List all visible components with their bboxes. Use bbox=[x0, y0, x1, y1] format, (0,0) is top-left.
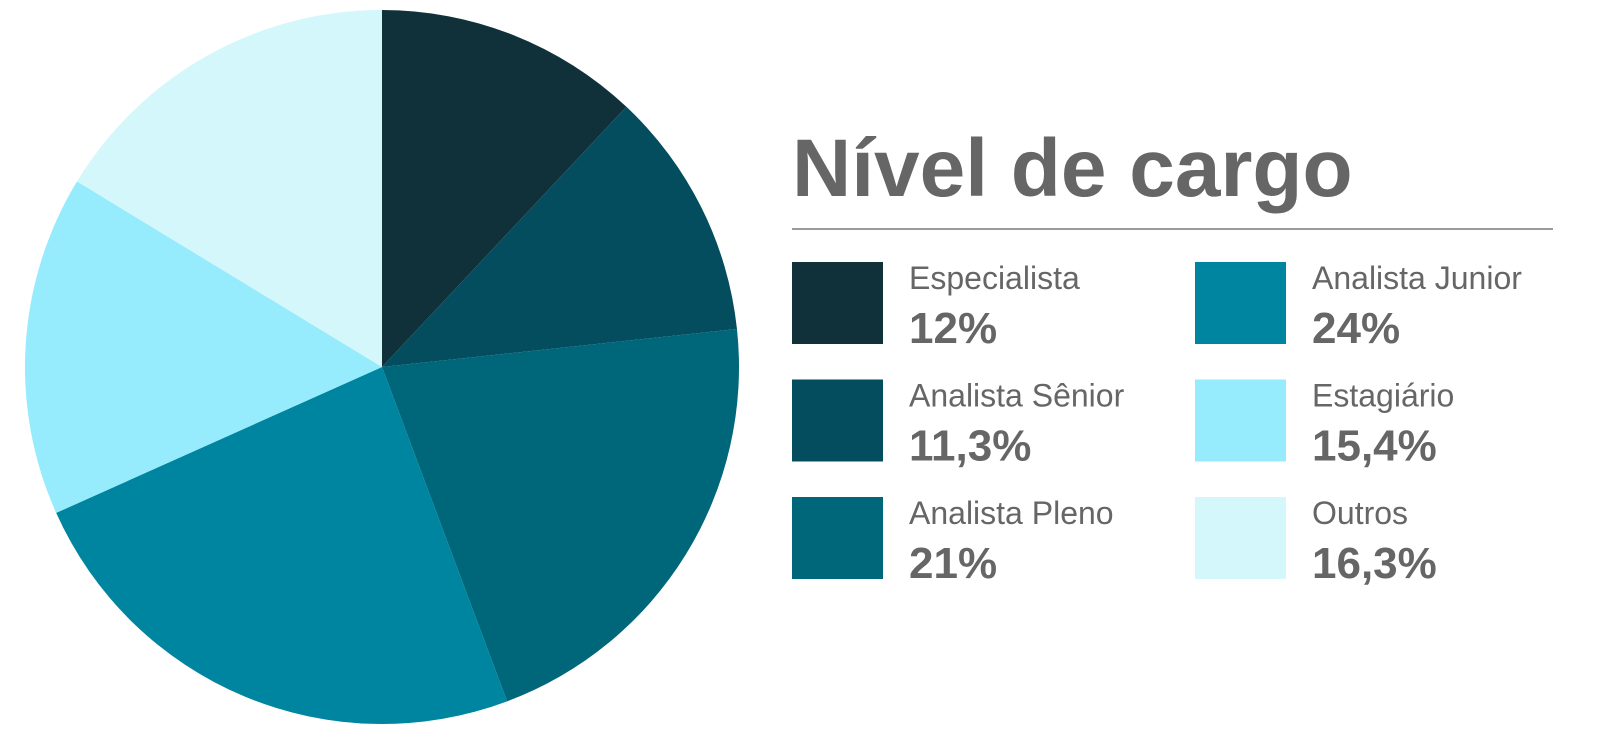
legend-value: 24% bbox=[1312, 304, 1400, 353]
pie-slice bbox=[382, 328, 739, 702]
legend-value: 11,3% bbox=[909, 422, 1031, 471]
legend-swatch bbox=[1195, 497, 1286, 579]
legend-label: Estagiário bbox=[1312, 378, 1454, 414]
pie-slice bbox=[77, 10, 383, 367]
legend-value: 16,3% bbox=[1312, 539, 1437, 588]
pie-slice bbox=[56, 367, 508, 725]
legend-label: Especialista bbox=[909, 260, 1080, 296]
legend-swatch bbox=[1195, 262, 1286, 344]
pie-slice bbox=[382, 10, 627, 367]
legend-swatch bbox=[792, 262, 883, 344]
legend-value: 12% bbox=[909, 304, 997, 353]
legend-value: 21% bbox=[909, 539, 997, 588]
legend-value: 15,4% bbox=[1312, 422, 1437, 471]
pie-slice bbox=[25, 181, 383, 513]
legend-label: Analista Pleno bbox=[909, 495, 1114, 531]
legend-swatch bbox=[1195, 379, 1286, 462]
pie-slice bbox=[382, 106, 737, 367]
legend-label: Analista Sênior bbox=[909, 378, 1125, 414]
chart-title: Nível de cargo bbox=[792, 123, 1353, 214]
legend-label: Outros bbox=[1312, 495, 1408, 531]
legend-swatch bbox=[792, 497, 883, 579]
legend-swatch bbox=[792, 379, 883, 462]
legend-label: Analista Junior bbox=[1312, 260, 1522, 296]
